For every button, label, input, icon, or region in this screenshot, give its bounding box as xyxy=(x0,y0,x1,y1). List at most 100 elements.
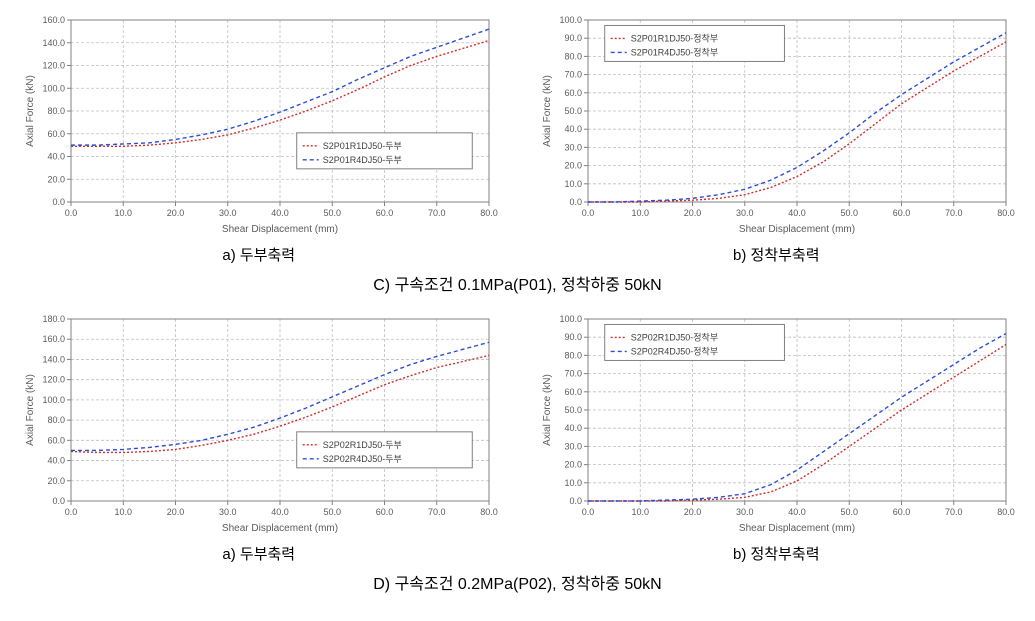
svg-text:Axial Force (kN): Axial Force (kN) xyxy=(542,75,553,147)
svg-text:80.0: 80.0 xyxy=(997,208,1015,218)
panel-subcaption: b) 정착부축력 xyxy=(733,244,820,265)
svg-text:80.0: 80.0 xyxy=(565,350,583,360)
svg-text:10.0: 10.0 xyxy=(114,507,132,517)
svg-text:70.0: 70.0 xyxy=(428,507,446,517)
svg-text:30.0: 30.0 xyxy=(736,208,754,218)
svg-text:40.0: 40.0 xyxy=(47,152,65,162)
svg-text:160.0: 160.0 xyxy=(42,15,65,25)
svg-text:50.0: 50.0 xyxy=(565,106,583,116)
svg-text:S2P02R4DJ50-두부: S2P02R4DJ50-두부 xyxy=(322,454,401,464)
svg-text:S2P01R1DJ50-두부: S2P01R1DJ50-두부 xyxy=(322,141,401,151)
chart-panel: 0.010.020.030.040.050.060.070.080.00.020… xyxy=(10,309,508,564)
svg-text:100.0: 100.0 xyxy=(560,15,583,25)
svg-text:S2P01R1DJ50-정착부: S2P01R1DJ50-정착부 xyxy=(631,33,718,43)
svg-text:40.0: 40.0 xyxy=(788,208,806,218)
svg-text:0.0: 0.0 xyxy=(52,197,65,207)
svg-text:60.0: 60.0 xyxy=(893,507,911,517)
chart: 0.010.020.030.040.050.060.070.080.00.020… xyxy=(19,10,499,240)
panel-subcaption: a) 두부축력 xyxy=(222,543,295,564)
svg-text:60.0: 60.0 xyxy=(47,129,65,139)
panel-subcaption: b) 정착부축력 xyxy=(733,543,820,564)
svg-text:160.0: 160.0 xyxy=(42,334,65,344)
svg-text:100.0: 100.0 xyxy=(42,395,65,405)
chart-panel: 0.0 10.0 20.0 30.0 40.0 50.0 60.0 70.0 80.0 0.0 10… xyxy=(528,309,1026,564)
svg-text:10.0: 10.0 xyxy=(114,208,132,218)
svg-text:120.0: 120.0 xyxy=(42,375,65,385)
svg-text:S2P01R4DJ50-두부: S2P01R4DJ50-두부 xyxy=(322,155,401,165)
svg-text:0.0: 0.0 xyxy=(64,208,77,218)
svg-text:80.0: 80.0 xyxy=(565,51,583,61)
svg-text:20.0: 20.0 xyxy=(565,460,583,470)
svg-text:0.0: 0.0 xyxy=(582,507,595,517)
svg-text:60.0: 60.0 xyxy=(893,208,911,218)
panel-row: 0.0 10.0 20.0 30.0 40.0 50.0 60.0 70.0 80.0 0.0 20… xyxy=(10,10,1025,265)
svg-text:60.0: 60.0 xyxy=(565,88,583,98)
svg-text:Shear Displacement (mm): Shear Displacement (mm) xyxy=(739,224,855,235)
svg-text:80.0: 80.0 xyxy=(47,106,65,116)
svg-text:120.0: 120.0 xyxy=(42,61,65,71)
svg-text:70.0: 70.0 xyxy=(565,369,583,379)
svg-text:10.0: 10.0 xyxy=(632,208,650,218)
svg-text:50.0: 50.0 xyxy=(565,405,583,415)
svg-text:50.0: 50.0 xyxy=(841,208,859,218)
svg-text:Axial Force (kN): Axial Force (kN) xyxy=(25,374,36,446)
svg-text:80.0: 80.0 xyxy=(480,507,498,517)
svg-text:20.0: 20.0 xyxy=(684,208,702,218)
svg-text:Axial Force (kN): Axial Force (kN) xyxy=(25,75,36,147)
svg-text:70.0: 70.0 xyxy=(565,70,583,80)
chart: 0.010.020.030.040.050.060.070.080.00.020… xyxy=(19,309,499,539)
panel-subcaption: a) 두부축력 xyxy=(222,244,295,265)
figure-root: 0.0 10.0 20.0 30.0 40.0 50.0 60.0 70.0 80.0 0.0 20… xyxy=(10,10,1025,594)
svg-text:0.0: 0.0 xyxy=(570,197,583,207)
svg-text:70.0: 70.0 xyxy=(428,208,446,218)
svg-text:20.0: 20.0 xyxy=(166,208,184,218)
svg-text:S2P01R4DJ50-정착부: S2P01R4DJ50-정착부 xyxy=(631,47,718,57)
svg-text:90.0: 90.0 xyxy=(565,332,583,342)
svg-text:20.0: 20.0 xyxy=(565,161,583,171)
svg-text:60.0: 60.0 xyxy=(375,507,393,517)
svg-text:40.0: 40.0 xyxy=(788,507,806,517)
svg-text:50.0: 50.0 xyxy=(323,507,341,517)
svg-text:60.0: 60.0 xyxy=(375,208,393,218)
svg-text:Axial Force (kN): Axial Force (kN) xyxy=(542,374,553,446)
chart: 0.0 10.0 20.0 30.0 40.0 50.0 60.0 70.0 80.0 0.0 10… xyxy=(536,10,1016,240)
svg-text:90.0: 90.0 xyxy=(565,33,583,43)
svg-text:40.0: 40.0 xyxy=(271,507,289,517)
svg-text:60.0: 60.0 xyxy=(565,387,583,397)
svg-text:20.0: 20.0 xyxy=(684,507,702,517)
svg-text:Shear Displacement (mm): Shear Displacement (mm) xyxy=(222,224,338,235)
svg-text:80.0: 80.0 xyxy=(47,415,65,425)
svg-text:S2P02R1DJ50-정착부: S2P02R1DJ50-정착부 xyxy=(631,332,718,342)
svg-text:30.0: 30.0 xyxy=(219,208,237,218)
svg-text:0.0: 0.0 xyxy=(570,496,583,506)
svg-text:30.0: 30.0 xyxy=(736,507,754,517)
svg-text:S2P02R4DJ50-정착부: S2P02R4DJ50-정착부 xyxy=(631,346,718,356)
svg-text:60.0: 60.0 xyxy=(47,435,65,445)
svg-text:40.0: 40.0 xyxy=(271,208,289,218)
svg-text:20.0: 20.0 xyxy=(166,507,184,517)
svg-text:140.0: 140.0 xyxy=(42,38,65,48)
svg-text:80.0: 80.0 xyxy=(997,507,1015,517)
svg-text:100.0: 100.0 xyxy=(560,314,583,324)
svg-text:10.0: 10.0 xyxy=(632,507,650,517)
svg-text:0.0: 0.0 xyxy=(52,496,65,506)
svg-text:30.0: 30.0 xyxy=(565,142,583,152)
svg-text:140.0: 140.0 xyxy=(42,354,65,364)
svg-text:40.0: 40.0 xyxy=(565,423,583,433)
group-caption: C) 구속조건 0.1MPa(P01), 정착하중 50kN xyxy=(10,271,1025,295)
svg-text:20.0: 20.0 xyxy=(47,476,65,486)
svg-text:40.0: 40.0 xyxy=(47,456,65,466)
svg-text:S2P02R1DJ50-두부: S2P02R1DJ50-두부 xyxy=(322,440,401,450)
chart-panel: 0.010.020.030.040.050.060.070.080.00.020… xyxy=(10,10,508,265)
svg-text:30.0: 30.0 xyxy=(219,507,237,517)
svg-text:Shear Displacement (mm): Shear Displacement (mm) xyxy=(739,523,855,534)
svg-text:50.0: 50.0 xyxy=(841,507,859,517)
svg-text:30.0: 30.0 xyxy=(565,441,583,451)
svg-text:40.0: 40.0 xyxy=(565,124,583,134)
svg-text:0.0: 0.0 xyxy=(582,208,595,218)
svg-text:70.0: 70.0 xyxy=(945,208,963,218)
svg-text:180.0: 180.0 xyxy=(42,314,65,324)
svg-text:100.0: 100.0 xyxy=(42,83,65,93)
chart-panel: 0.0 10.0 20.0 30.0 40.0 50.0 60.0 70.0 80.0 0.0 10… xyxy=(528,10,1026,265)
svg-text:10.0: 10.0 xyxy=(565,478,583,488)
